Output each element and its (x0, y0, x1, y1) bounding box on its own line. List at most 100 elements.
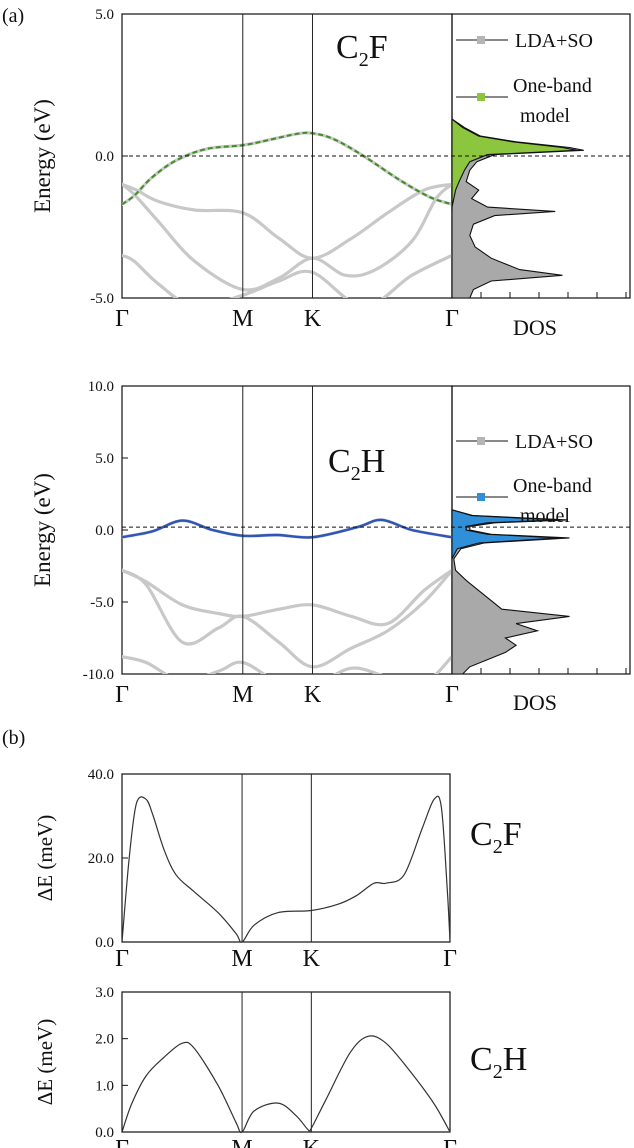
p1-lda-band-1 (122, 182, 452, 260)
c2f-legend-model-1: One-band (513, 75, 592, 97)
c2f-lda-bands (122, 131, 452, 298)
c2h-delta-material-base: C (470, 1041, 493, 1078)
p2-klabel-2: K (304, 682, 322, 708)
p2-ytick-4: -10.0 (83, 667, 114, 683)
panel-b-label: (b) (2, 727, 25, 749)
c2h-material-tail: H (361, 443, 386, 480)
p3-klabel-3: Γ (443, 946, 457, 972)
c2f-delta-frame (121, 773, 451, 943)
c2h-delta-plot: 3.0 2.0 1.0 0.0 Γ M K Γ ΔE (meV) C2H (33, 985, 527, 1148)
p4-ytick-1: 2.0 (95, 1032, 114, 1048)
c2f-delta-curve (121, 795, 451, 943)
c2h-delta-material-sub: 2 (493, 1061, 503, 1083)
p1-klabel-3: Γ (445, 306, 459, 332)
c2h-legend-lda-swatch (477, 437, 485, 445)
c2f-dos-label: DOS (513, 315, 557, 340)
p1-lda-band-2 (122, 182, 452, 292)
c2h-material-base: C (328, 443, 351, 480)
c2f-band-plot: 5.0 0.0 -5.0 Γ M K Γ Energy (eV) DOS C2F LDA+… (30, 7, 631, 340)
c2f-dos (451, 118, 584, 299)
p1-lda-band-3 (122, 253, 452, 298)
c2h-delta-axis-label: ΔE (meV) (33, 1019, 57, 1105)
p1-klabel-0: Γ (115, 306, 129, 332)
p2-model-band-line (121, 518, 453, 539)
p3-delta-line (121, 795, 451, 943)
p2-lda-dos (451, 509, 570, 675)
c2h-delta-k-lines (241, 992, 312, 1132)
c2f-delta-material-tail: F (503, 816, 522, 853)
p1-klabel-2: K (304, 306, 322, 332)
c2h-dos-label: DOS (513, 690, 557, 715)
p1-ytick-1: 0.0 (95, 149, 114, 165)
c2f-legend-model-swatch (477, 93, 485, 101)
c2h-dos (451, 509, 570, 675)
c2f-model-band (121, 131, 453, 206)
c2f-delta-k-lines (241, 774, 312, 942)
p4-ytick-2: 1.0 (95, 1078, 114, 1094)
p2-klabel-3: Γ (445, 682, 459, 708)
c2h-dos-ticks (480, 668, 627, 674)
c2h-lda-bands (122, 518, 452, 674)
c2f-dos-ticks (480, 292, 627, 298)
c2f-delta-material-sub: 2 (493, 836, 503, 858)
p1-model-dos (451, 118, 577, 212)
p2-ytick-0: 10.0 (88, 379, 114, 395)
c2h-legend-model-2: model (520, 505, 570, 527)
p2-model-dos (451, 509, 559, 560)
c2h-legend-model-swatch (477, 493, 485, 501)
p2-klabel-0: Γ (115, 682, 129, 708)
c2h-band-plot: 10.0 5.0 0.0 -5.0 -10.0 Γ M K Γ Energy (eV) DOS… (30, 379, 631, 715)
p3-klabel-2: K (303, 946, 321, 972)
p3-ytick-2: 0.0 (95, 935, 114, 951)
c2f-legend-lda: LDA+SO (515, 30, 593, 52)
c2h-delta-material-label: C2H (470, 1041, 527, 1083)
c2h-delta-y-ticks: 3.0 2.0 1.0 0.0 (95, 985, 128, 1141)
p3-ytick-0: 40.0 (88, 767, 114, 783)
c2h-material-label: C2H (328, 443, 385, 485)
c2f-delta-y-ticks: 40.0 20.0 0.0 (88, 767, 128, 951)
c2h-legend-model-1: One-band (513, 475, 592, 497)
c2f-energy-axis-label: Energy (eV) (30, 99, 55, 213)
c2h-delta-material-tail: H (503, 1041, 528, 1078)
p1-ytick-2: -5.0 (90, 291, 114, 307)
c2f-material-sub: 2 (359, 49, 369, 71)
p4-ytick-3: 0.0 (95, 1125, 114, 1141)
p2-klabel-1: M (232, 682, 253, 708)
p2-lda-band-1 (122, 568, 452, 627)
p4-klabel-0: Γ (115, 1136, 129, 1148)
p1-ytick-0: 5.0 (95, 7, 114, 23)
c2f-material-label: C2F (336, 29, 388, 71)
p1-lda-band-0 (122, 131, 452, 206)
c2f-delta-material-base: C (470, 816, 493, 853)
c2h-material-sub: 2 (351, 463, 361, 485)
c2h-energy-axis-label: Energy (eV) (30, 473, 55, 587)
panel-a-label: (a) (2, 5, 24, 27)
p4-delta-line (121, 1035, 451, 1134)
c2f-delta-axis-label: ΔE (meV) (33, 815, 57, 901)
c2f-legend-lda-swatch (477, 36, 485, 44)
p3-klabel-1: M (231, 946, 252, 972)
c2f-material-base: C (336, 29, 359, 66)
p3-klabel-0: Γ (115, 946, 129, 972)
c2h-delta-frame (121, 991, 451, 1133)
p4-klabel-2: K (303, 1136, 321, 1148)
c2h-y-ticks: 10.0 5.0 0.0 -5.0 -10.0 (83, 379, 128, 683)
p4-ytick-0: 3.0 (95, 985, 114, 1001)
p1-klabel-1: M (232, 306, 253, 332)
c2h-legend-lda: LDA+SO (515, 431, 593, 453)
c2h-model-band (121, 518, 453, 539)
p4-klabel-3: Γ (443, 1136, 457, 1148)
p2-ytick-1: 5.0 (95, 451, 114, 467)
c2f-material-tail: F (369, 29, 388, 66)
c2h-delta-curve (121, 1035, 451, 1134)
p2-lda-band-2 (122, 568, 452, 669)
p3-ytick-1: 20.0 (88, 851, 114, 867)
p2-lda-band-3 (122, 655, 452, 674)
c2f-y-ticks: 5.0 0.0 -5.0 (90, 7, 128, 307)
c2f-delta-material-label: C2F (470, 816, 522, 858)
c2f-delta-plot: 40.0 20.0 0.0 Γ M K Γ ΔE (meV) C2F (33, 767, 522, 972)
